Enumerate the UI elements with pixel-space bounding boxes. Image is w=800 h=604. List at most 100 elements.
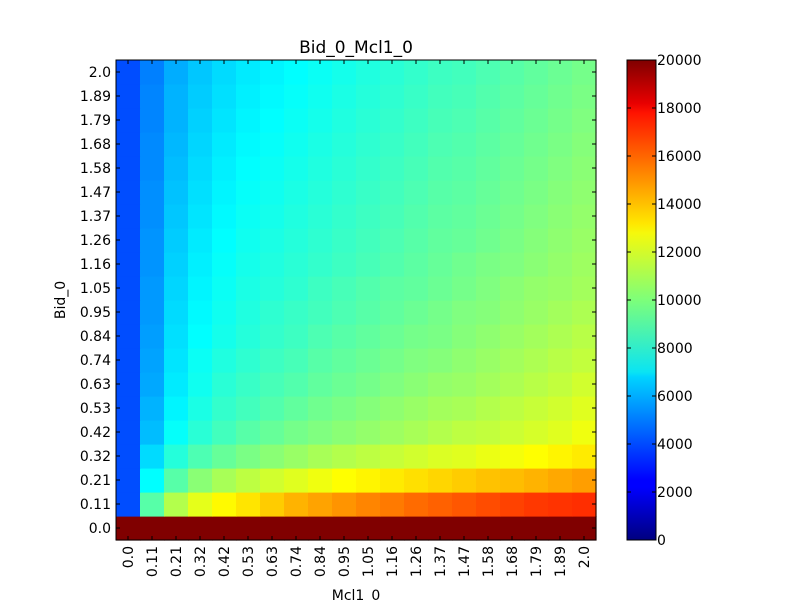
colorbar-tick-label: 18000 — [657, 101, 702, 117]
heatmap-cell — [116, 324, 141, 349]
heatmap-cell — [500, 204, 525, 229]
heatmap-cell — [236, 132, 261, 157]
heatmap-cell — [428, 228, 453, 253]
heatmap-cell — [164, 204, 189, 229]
heatmap-cell — [284, 348, 309, 373]
heatmap-cell — [356, 252, 381, 277]
heatmap-cell — [380, 108, 405, 133]
y-tick-label: 0.63 — [80, 377, 111, 393]
y-tick-label: 0.53 — [80, 401, 111, 417]
heatmap-cell — [308, 396, 333, 421]
heatmap-cell — [380, 84, 405, 109]
heatmap-cell — [380, 228, 405, 253]
heatmap-cell — [236, 444, 261, 469]
heatmap-cell — [476, 228, 501, 253]
y-axis-label: Bid_0 — [53, 281, 69, 319]
heatmap-cell — [452, 252, 477, 277]
heatmap-cell — [308, 180, 333, 205]
heatmap-cell — [308, 372, 333, 397]
heatmap-cell — [236, 492, 261, 517]
heatmap-cell — [332, 468, 357, 493]
heatmap-cell — [380, 180, 405, 205]
plot-frame — [115, 59, 597, 541]
heatmap-cell — [452, 300, 477, 325]
y-tick-label: 1.47 — [80, 185, 111, 201]
heatmap-cell — [428, 204, 453, 229]
heatmap-cell — [476, 372, 501, 397]
heatmap-cell — [116, 492, 141, 517]
heatmap-cell — [380, 468, 405, 493]
heatmap-cell — [548, 84, 573, 109]
heatmap-cell — [188, 420, 213, 445]
heatmap-cell — [236, 276, 261, 301]
heatmap-cell — [356, 444, 381, 469]
heatmap-cell — [428, 60, 453, 85]
heatmap-cell — [404, 228, 429, 253]
heatmap-cell — [284, 276, 309, 301]
x-tick-label: 0.53 — [241, 546, 257, 577]
heatmap-cell — [188, 156, 213, 181]
heatmap-cell — [380, 492, 405, 517]
heatmap-cell — [500, 228, 525, 253]
heatmap-cell — [116, 420, 141, 445]
heatmap-cell — [140, 492, 165, 517]
colorbar-tick-label: 8000 — [657, 341, 693, 357]
x-tick-label: 1.79 — [529, 546, 545, 577]
heatmap-cell — [524, 108, 549, 133]
heatmap-cell — [212, 492, 237, 517]
heatmap-cell — [236, 396, 261, 421]
heatmap-cell — [260, 420, 285, 445]
heatmap-cell — [548, 348, 573, 373]
heatmap-cell — [428, 396, 453, 421]
heatmap-cell — [164, 60, 189, 85]
heatmap-cell — [524, 156, 549, 181]
heatmap-cell — [236, 324, 261, 349]
heatmap-cell — [380, 396, 405, 421]
heatmap-cell — [164, 492, 189, 517]
colorbar-tick-label: 12000 — [657, 245, 702, 261]
heatmap-cell — [164, 396, 189, 421]
heatmap-cell — [236, 108, 261, 133]
y-tick-label: 1.16 — [80, 257, 111, 273]
heatmap-cell — [524, 492, 549, 517]
heatmap-cell — [116, 180, 141, 205]
heatmap-cell — [140, 132, 165, 157]
y-tick-label: 1.58 — [80, 161, 111, 177]
heatmap-cell — [260, 108, 285, 133]
heatmap-cell — [452, 492, 477, 517]
heatmap-cell — [212, 204, 237, 229]
heatmap-cell — [380, 60, 405, 85]
heatmap-cell — [140, 156, 165, 181]
heatmap-cell — [476, 60, 501, 85]
heatmap-cell — [524, 348, 549, 373]
heatmap-cell — [164, 228, 189, 253]
heatmap-cell — [404, 372, 429, 397]
heatmap-cell — [212, 468, 237, 493]
heatmap-cell — [116, 300, 141, 325]
heatmap-cell — [476, 492, 501, 517]
x-axis-label: Mcl1_0 — [332, 588, 380, 600]
heatmap-cell — [140, 468, 165, 493]
heatmap-cell — [476, 300, 501, 325]
heatmap-cell — [188, 108, 213, 133]
heatmap-cell — [332, 276, 357, 301]
heatmap-cell — [332, 348, 357, 373]
colorbar-ticks: 0 2000 4000 6000 8000 10000 12000 14000 16000 180… — [627, 53, 702, 549]
heatmap-cell — [308, 492, 333, 517]
heatmap-cell — [308, 348, 333, 373]
heatmap-cell — [308, 84, 333, 109]
heatmap-cell — [236, 252, 261, 277]
x-tick-label: 1.47 — [457, 546, 473, 577]
heatmap-cell — [140, 228, 165, 253]
y-tick-label: 1.79 — [80, 113, 111, 129]
heatmap-cell — [116, 60, 141, 85]
heatmap-cell — [212, 132, 237, 157]
heatmap-cell — [212, 276, 237, 301]
heatmap-cell — [308, 228, 333, 253]
heatmap-cell — [356, 156, 381, 181]
y-tick-label: 0.11 — [80, 497, 111, 513]
y-tick-label: 0.84 — [80, 329, 111, 345]
heatmap-cell — [212, 348, 237, 373]
y-tick-label: 0.95 — [80, 305, 111, 321]
heatmap-cell — [452, 324, 477, 349]
